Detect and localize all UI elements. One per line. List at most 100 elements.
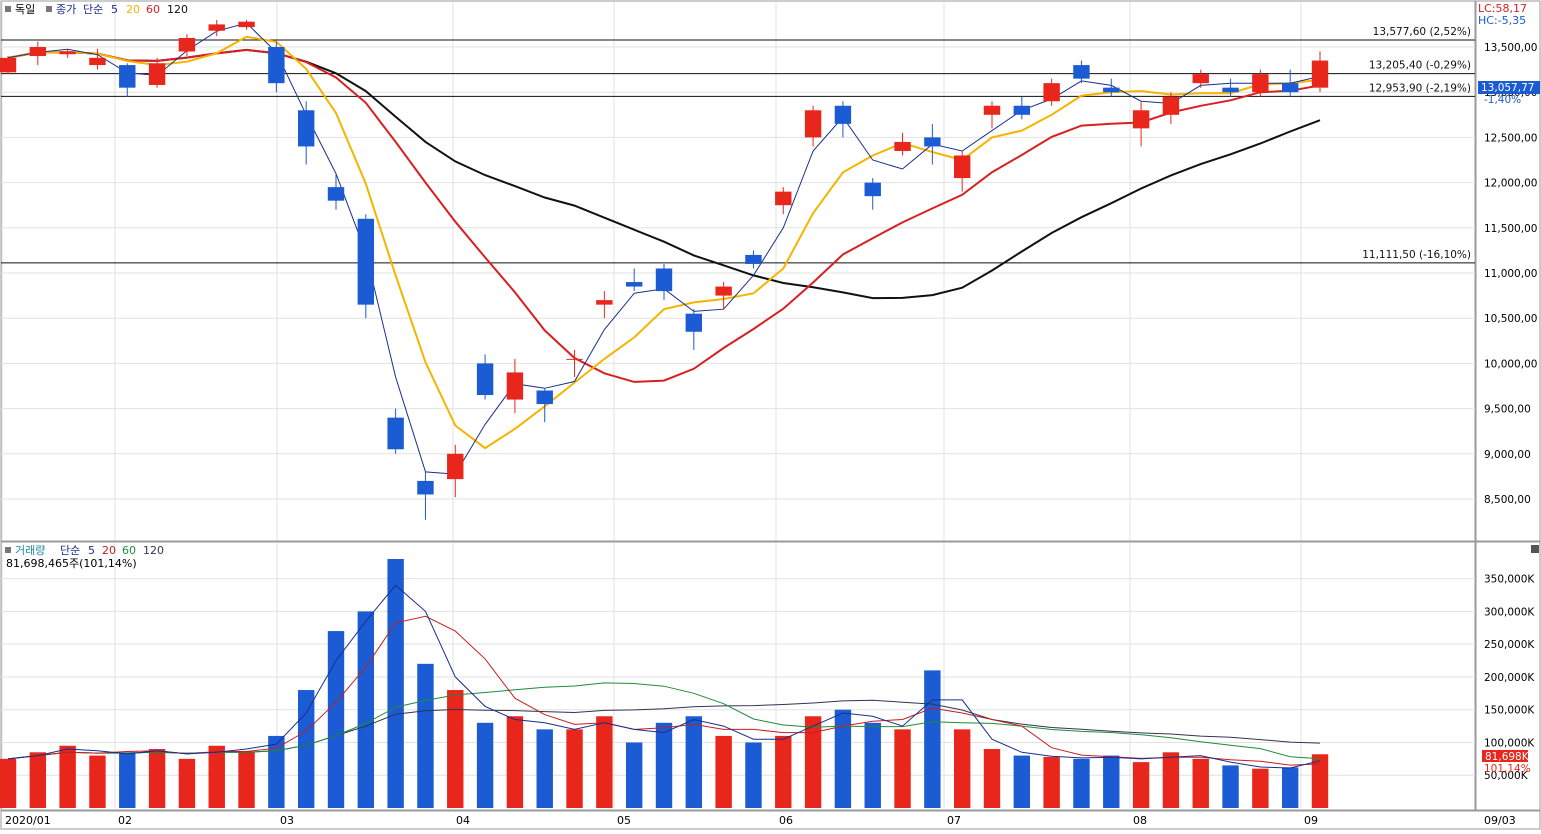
ma60-label: 60 <box>146 3 160 16</box>
candle-body <box>715 286 732 296</box>
volume-bar <box>924 670 941 808</box>
vma5-line <box>7 584 1321 769</box>
volume-legend: 거래량 단순 5 20 60 120 81,698,465주(101,14%) <box>5 544 164 570</box>
date-tick-label: 06 <box>779 814 793 827</box>
volume-bar <box>745 742 762 808</box>
ma120-label: 120 <box>167 3 188 16</box>
volume-bar <box>1311 754 1329 808</box>
candle-body <box>625 282 643 287</box>
candle-body <box>89 57 106 66</box>
candle-body <box>1043 83 1060 102</box>
date-axis-right-label: 09/03 <box>1484 814 1516 827</box>
candle-body <box>476 363 494 396</box>
date-tick-label: 03 <box>280 814 294 827</box>
volume-bar <box>1192 758 1209 808</box>
volume-tick-label: 100,000K <box>1484 737 1535 749</box>
volume-bar <box>953 729 971 808</box>
volume-bar <box>327 631 345 808</box>
candle-body <box>894 141 911 151</box>
ma-type-label: 단순 <box>83 3 103 16</box>
candle-body <box>1132 110 1150 129</box>
vma60-line <box>7 682 1321 760</box>
volume-bar <box>625 742 643 808</box>
volume-bar <box>178 758 196 808</box>
current-volume-badge <box>1482 750 1528 762</box>
candle-body <box>1103 87 1120 93</box>
candle-body <box>834 105 852 124</box>
grid-lines <box>1 2 1475 810</box>
volume-bar <box>1103 755 1120 808</box>
volume-bar <box>834 709 852 808</box>
candle-body <box>59 51 76 55</box>
volume-bar <box>417 663 434 808</box>
volume-bar <box>208 745 225 808</box>
candle-body <box>327 187 345 201</box>
price-tick-label: 10,000,00 <box>1484 358 1537 370</box>
volume-tick-label: 200,000K <box>1484 672 1535 684</box>
candle-body <box>447 453 464 480</box>
candle-body <box>536 390 553 405</box>
volume-bar <box>1252 768 1269 808</box>
candle-body <box>506 372 524 400</box>
current-volume-text: 81,698,465주(101,14%) <box>6 557 137 570</box>
candle-body <box>1281 83 1299 93</box>
candle-body <box>1013 105 1031 115</box>
candle-body <box>119 65 136 88</box>
volume-bar <box>983 749 1001 808</box>
price-legend: 독일 종가 단순 5 20 60 120 <box>5 2 188 16</box>
volume-bar <box>1043 756 1060 808</box>
candle-body <box>924 137 941 147</box>
hc-label: HC:-5,35 <box>1478 14 1526 27</box>
panel-collapse-button[interactable] <box>1531 545 1539 553</box>
volume-bar <box>476 722 494 808</box>
volume-bar <box>119 752 136 808</box>
reference-line-label: 13,205,40 (-0,29%) <box>1369 60 1471 72</box>
price-tick-label: 9,500,00 <box>1484 404 1531 416</box>
candle-body <box>953 155 971 179</box>
volume-bar <box>596 716 613 808</box>
candle-body <box>596 300 613 305</box>
date-tick-label: 05 <box>617 814 631 827</box>
market-name: 독일 <box>15 2 35 16</box>
price-tick-label: 9,000,00 <box>1484 449 1531 461</box>
vma5-label: 5 <box>88 544 95 557</box>
price-label: 종가 <box>56 3 76 16</box>
ma5-label: 5 <box>111 3 118 16</box>
volume-tick-label: 50,000K <box>1484 770 1529 782</box>
volume-bar <box>685 716 703 808</box>
ma20-line <box>7 35 1321 450</box>
volume-tick-label: 300,000K <box>1484 606 1535 618</box>
volume-bar <box>387 558 404 808</box>
candle-body <box>238 21 255 28</box>
candle-body <box>297 110 315 147</box>
legend-square-icon <box>46 6 52 12</box>
candle-body <box>178 37 196 52</box>
current-volume-badge-text: 81,698K <box>1485 751 1530 763</box>
current-ratio-badge-text: 101,14% <box>1484 763 1531 775</box>
price-tick-label: 12,000,00 <box>1484 178 1537 190</box>
volume-bar <box>1222 765 1239 808</box>
volume-bar <box>297 690 315 808</box>
ma60-line <box>7 48 1321 383</box>
volume-moving-averages <box>7 584 1321 769</box>
volume-ma-type: 단순 <box>60 544 80 557</box>
date-tick-label: 04 <box>456 814 470 827</box>
date-tick-label: 02 <box>118 814 132 827</box>
candle-body <box>983 105 1001 115</box>
price-tick-label: 12,500,00 <box>1484 132 1537 144</box>
candlesticks <box>0 19 1329 520</box>
candle-body <box>357 218 375 305</box>
volume-tick-label: 150,000K <box>1484 705 1535 717</box>
current-price-value: 13,057,77 <box>1481 82 1534 94</box>
price-tick-label: 11,000,00 <box>1484 268 1537 280</box>
candle-body <box>148 63 166 85</box>
date-tick-label: 07 <box>947 814 961 827</box>
volume-bar <box>894 729 911 808</box>
candle-body <box>685 313 703 332</box>
volume-bar <box>864 722 881 808</box>
candle-body <box>417 480 434 495</box>
candle-body <box>775 191 792 206</box>
volume-tick-label: 350,000K <box>1484 574 1535 586</box>
